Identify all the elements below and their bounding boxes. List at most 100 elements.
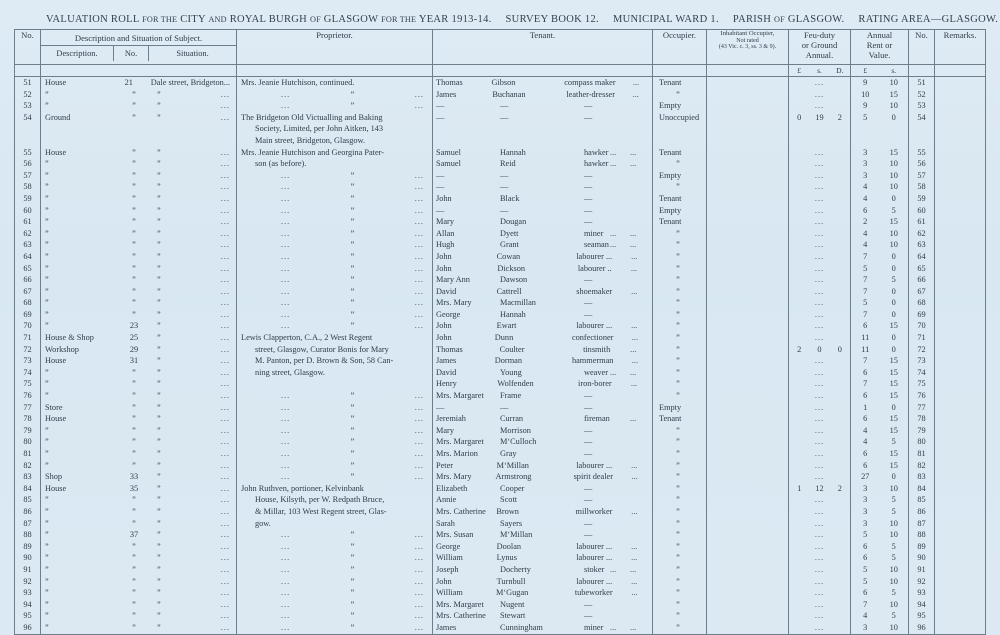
row-tenant-dots-2: ... (631, 553, 638, 563)
row-sub-number: ” (132, 506, 136, 516)
row-inhabitant-occupier (707, 205, 788, 217)
row-tenant-dots-1: ... (610, 240, 617, 250)
proprietor-dots-right: ... (414, 205, 424, 215)
row-rent-pounds: 6 (863, 321, 868, 331)
row-number-right: 63 (917, 240, 926, 250)
proprietor-dots-left: ... (281, 425, 291, 435)
row-situation-text: ” (157, 391, 161, 401)
proprietor-dots-right: ... (414, 101, 424, 111)
row-number-right: 58 (917, 182, 926, 192)
proprietor-dots-left: ... (281, 449, 291, 458)
row-description: ” (45, 506, 49, 516)
proprietor-dots-left: ... (281, 402, 291, 412)
proprietor-ditto-row: ... ”... (237, 228, 432, 240)
row-tenant-dots-2: ... (630, 159, 637, 169)
row-occupier: ” (676, 240, 680, 250)
row-sub-number: ” (132, 251, 136, 261)
row-tenant: — — — (433, 100, 652, 112)
row-feu-duty: ... (789, 610, 850, 622)
row-sub-number: ” (132, 611, 136, 621)
row-tenant: Jeremiah Curran fireman... (433, 413, 652, 425)
proprietor-ditto-row: ... ”... (237, 170, 432, 182)
row-tenant-surname: Armstrong (495, 472, 532, 482)
row-tenant-dots-2 (630, 205, 652, 217)
row-occupier: ” (676, 275, 680, 285)
proprietor-dots-left: ... (281, 391, 291, 401)
proprietor-ditto-row: ... ”... (237, 541, 432, 553)
row-annual-rent: 3 10 (851, 170, 908, 182)
row-number-left: 68 (23, 298, 32, 308)
row-description: ” (45, 275, 49, 285)
row-inhabitant-occupier (707, 147, 788, 159)
row-tenant: James Buchanan leather-dresser... (433, 89, 652, 101)
proprietor-ditto: ” (350, 622, 355, 632)
row-rent-pounds: 9 (863, 101, 868, 111)
row-remarks (935, 552, 985, 564)
row-tenant-surname: Macmillan (500, 298, 536, 308)
header-for-2: FOR THE (381, 15, 417, 24)
proprietor-ditto-row: ... ”... (237, 286, 432, 298)
row-occupier (653, 123, 706, 135)
row-feu-duty (789, 135, 850, 147)
proprietor-dots-right: ... (414, 286, 424, 296)
proprietor-dots-right: ... (414, 564, 424, 574)
row-tenant-surname: — (500, 101, 509, 111)
row-annual-rent: 5 10 (851, 576, 908, 588)
row-number-left (15, 123, 40, 135)
row-sub-number: ” (132, 518, 136, 528)
row-tenant-dots-1 (610, 181, 630, 193)
proprietor-ditto: ” (350, 298, 355, 308)
row-situation-dots: ... (220, 495, 230, 505)
cell-tenant-currency (432, 64, 653, 77)
row-description-situation: ”””... (41, 587, 236, 599)
row-inhabitant-occupier (707, 158, 788, 170)
proprietor-ditto-row: ... ”... (237, 309, 432, 321)
proprietor-ditto: ” (350, 240, 355, 250)
proprietor-dots-right: ... (414, 437, 424, 447)
proprietor-dots-right: ... (414, 460, 424, 470)
proprietor-ditto-row: ... ”... (237, 587, 432, 599)
row-number-left: 73 (23, 356, 32, 366)
row-tenant-dots-2: ... (631, 576, 638, 586)
row-rent-pounds: 5 (863, 112, 868, 122)
proprietor-ditto: ” (350, 564, 355, 574)
row-tenant-occupation: — (584, 449, 593, 458)
row-situation-text: ” (157, 298, 161, 308)
row-tenant-surname: Docherty (500, 564, 531, 574)
proprietor-ditto-row: ... ”... (237, 402, 432, 414)
row-number-right: 82 (917, 460, 926, 470)
row-tenant-surname: Dawson (500, 275, 528, 285)
row-rent-shillings: 10 (889, 564, 898, 574)
row-sub-number: ” (132, 414, 136, 424)
row-tenant-surname: Hannah (500, 309, 526, 319)
proprietor-ditto: ” (350, 286, 355, 296)
row-description-situation: ”””... (41, 286, 236, 298)
proprietor-dots-right: ... (414, 240, 424, 250)
header-municipal-ward: MUNICIPAL WARD 1. (612, 14, 719, 25)
row-situation-dots: ... (220, 217, 230, 227)
row-tenant: — — — (433, 181, 652, 193)
row-tenant-dots-2 (630, 529, 652, 541)
row-number-right: 84 (917, 483, 926, 493)
row-inhabitant-occupier (707, 274, 788, 286)
row-number-right: 54 (917, 112, 926, 122)
row-annual-rent: 7 10 (851, 599, 908, 611)
row-situation-text: ” (157, 530, 161, 540)
row-tenant-occupation: — (584, 309, 593, 319)
row-description: ” (45, 425, 49, 435)
row-rent-shillings: 5 (891, 553, 896, 563)
row-description-situation: House 35 ”... (41, 483, 236, 495)
row-tenant-firstname: Mrs. Margaret (436, 599, 484, 609)
row-rent-shillings: 10 (889, 240, 898, 250)
proprietor-dots-right: ... (414, 228, 424, 238)
row-rent-shillings: 5 (891, 495, 896, 505)
row-feu-duty: ... (789, 216, 850, 228)
row-rent-pounds: 6 (863, 553, 868, 563)
row-feu-placeholder: ... (814, 437, 825, 447)
row-inhabitant-occupier (707, 170, 788, 182)
row-occupier: ” (676, 367, 680, 377)
row-feu-placeholder: ... (814, 240, 825, 250)
row-feu-duty: ... (789, 367, 850, 379)
row-tenant: Allan Dyett miner...... (433, 228, 652, 240)
row-feu-duty: ... (789, 239, 850, 251)
